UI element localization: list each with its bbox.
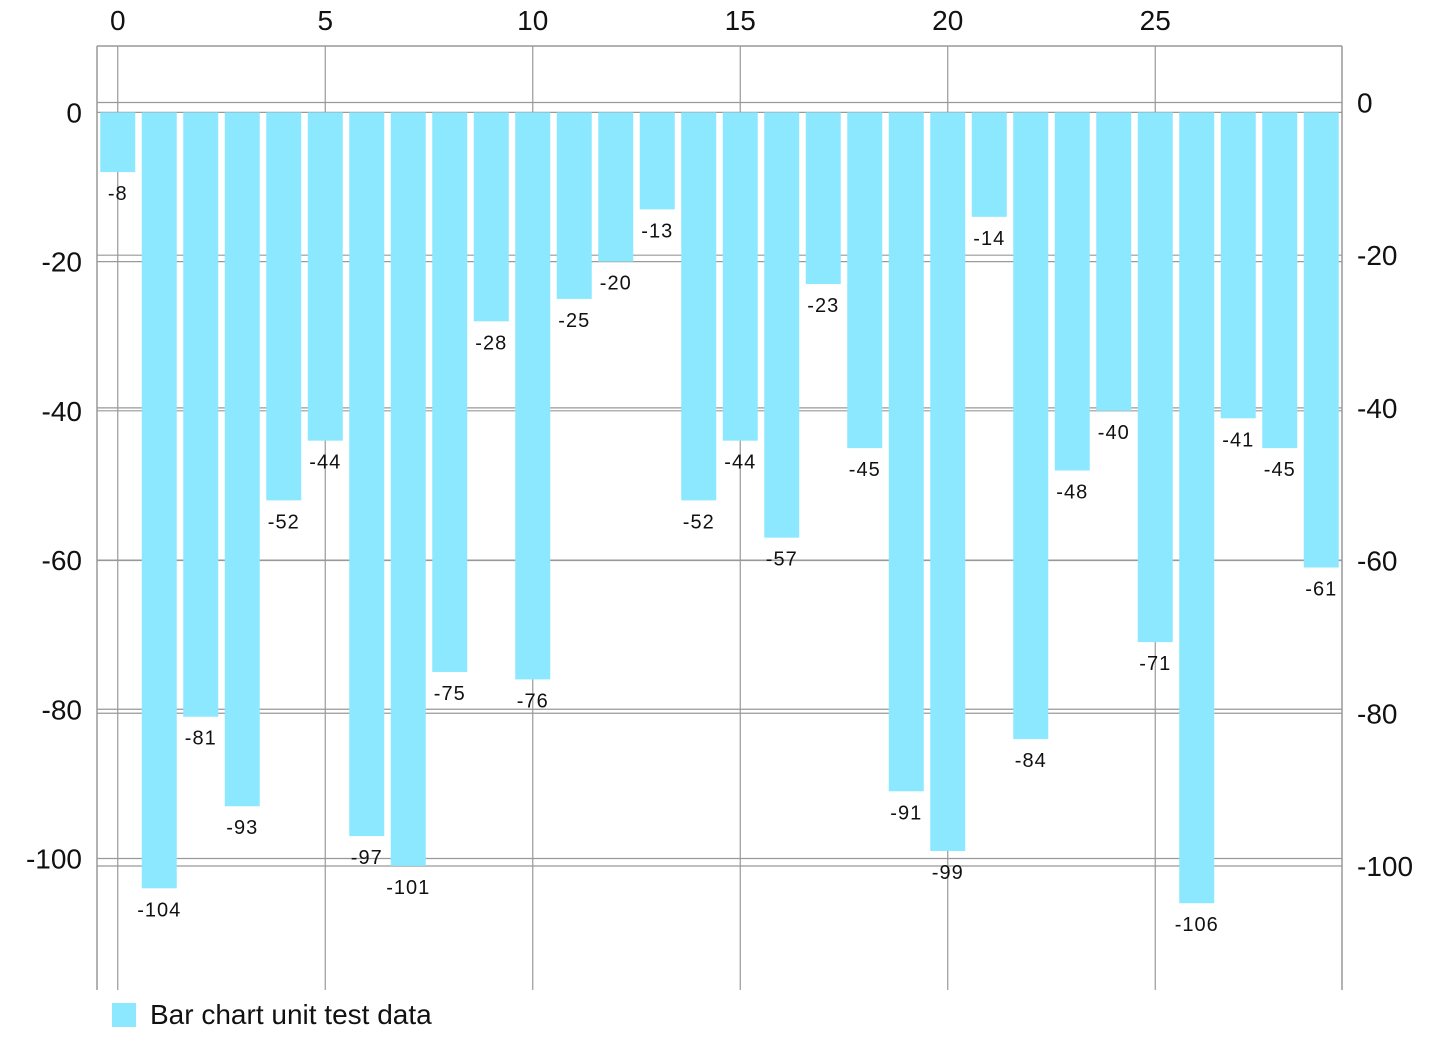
legend: Bar chart unit test data xyxy=(112,998,432,1032)
x-tick-label: 5 xyxy=(317,5,333,36)
bar xyxy=(141,112,177,889)
bar-value-label: -75 xyxy=(434,683,466,705)
bar-chart: -8 -104 -81 -93 -52 -44 -97-101 -75 -28 -76 -25 -20… xyxy=(26,5,1413,995)
bar-value-label: -101 xyxy=(386,877,430,899)
bar xyxy=(681,112,717,501)
bar xyxy=(1179,112,1215,904)
y-left-tick-label: -80 xyxy=(42,694,82,725)
bar xyxy=(390,112,426,866)
bar xyxy=(473,112,509,322)
bar xyxy=(1220,112,1256,419)
y-right-tick-label: -20 xyxy=(1357,240,1397,271)
bar-value-label: -45 xyxy=(849,459,881,481)
legend-swatch xyxy=(112,1003,136,1027)
bar-value-label: -71 xyxy=(1139,653,1171,675)
y-left-tick-label: -20 xyxy=(42,247,82,278)
bar xyxy=(432,112,468,672)
bar xyxy=(1262,112,1298,449)
data-labels-layer: -8 -104 -81 -93 -52 -44 -97-101 -75 -28 -76 -25 -20… xyxy=(108,183,1337,936)
bar-value-label: -104 xyxy=(137,899,181,921)
bar-value-label: -81 xyxy=(185,728,217,750)
bar xyxy=(805,112,841,284)
bar-value-label: -61 xyxy=(1305,579,1337,601)
bar xyxy=(1096,112,1132,411)
bar-value-label: -106 xyxy=(1175,914,1219,936)
bar-value-label: -48 xyxy=(1056,482,1088,504)
bar xyxy=(847,112,883,449)
bar-value-label: -41 xyxy=(1222,429,1254,451)
bar-value-label: -14 xyxy=(973,228,1005,250)
bar xyxy=(556,112,592,299)
legend-label: Bar chart unit test data xyxy=(150,999,432,1030)
x-tick-label: 25 xyxy=(1140,5,1171,36)
y-right-tick-label: -60 xyxy=(1357,546,1397,577)
bar xyxy=(764,112,800,538)
y-left-tick-label: -40 xyxy=(42,396,82,427)
bar-value-label: -8 xyxy=(108,183,128,205)
bar xyxy=(224,112,260,807)
y-right-tick-label: 0 xyxy=(1357,87,1373,118)
bar xyxy=(183,112,219,717)
bar-value-label: -93 xyxy=(226,817,258,839)
x-tick-label: 10 xyxy=(517,5,548,36)
bar-value-label: -23 xyxy=(807,295,839,317)
bar xyxy=(930,112,966,852)
bar xyxy=(639,112,675,210)
bar-value-label: -57 xyxy=(766,549,798,571)
bar-value-label: -25 xyxy=(558,310,590,332)
bar-value-label: -28 xyxy=(475,332,507,354)
bar-value-label: -97 xyxy=(351,847,383,869)
bar xyxy=(971,112,1007,217)
bar xyxy=(1013,112,1049,740)
bar-value-label: -45 xyxy=(1264,459,1296,481)
bar xyxy=(598,112,634,262)
bar-value-label: -44 xyxy=(309,452,341,474)
bar-value-label: -52 xyxy=(268,511,300,533)
bar-value-label: -52 xyxy=(683,511,715,533)
bar-value-label: -76 xyxy=(517,690,549,712)
bar-value-label: -99 xyxy=(932,862,964,884)
y-right-tick-label: -80 xyxy=(1357,698,1397,729)
y-left-tick-label: -60 xyxy=(42,545,82,576)
bar xyxy=(100,112,136,173)
bar xyxy=(1137,112,1173,643)
bar xyxy=(1303,112,1339,568)
x-tick-label: 15 xyxy=(725,5,756,36)
bar-value-label: -91 xyxy=(890,802,922,824)
bar-value-label: -44 xyxy=(724,452,756,474)
bar xyxy=(1054,112,1090,471)
bar xyxy=(307,112,343,441)
bar-value-label: -40 xyxy=(1098,422,1130,444)
x-tick-label: 20 xyxy=(932,5,963,36)
x-tick-label: 0 xyxy=(110,5,126,36)
bar xyxy=(722,112,758,441)
y-left-tick-label: -100 xyxy=(26,843,82,874)
bars-layer xyxy=(100,112,1339,904)
y-right-tick-label: -40 xyxy=(1357,393,1397,424)
axis-layer: 0 5 10 15 20 25 0 -20 -40 -60 -80 -100 0 -20 -40 -60 -80… xyxy=(26,5,1413,882)
y-right-tick-label: -100 xyxy=(1357,851,1413,882)
bar-value-label: -84 xyxy=(1015,750,1047,772)
bar xyxy=(349,112,385,837)
bar xyxy=(266,112,302,501)
bar-value-label: -13 xyxy=(641,220,673,242)
bar xyxy=(515,112,551,680)
y-left-tick-label: 0 xyxy=(66,97,82,128)
bar xyxy=(888,112,924,792)
bar-value-label: -20 xyxy=(600,273,632,295)
